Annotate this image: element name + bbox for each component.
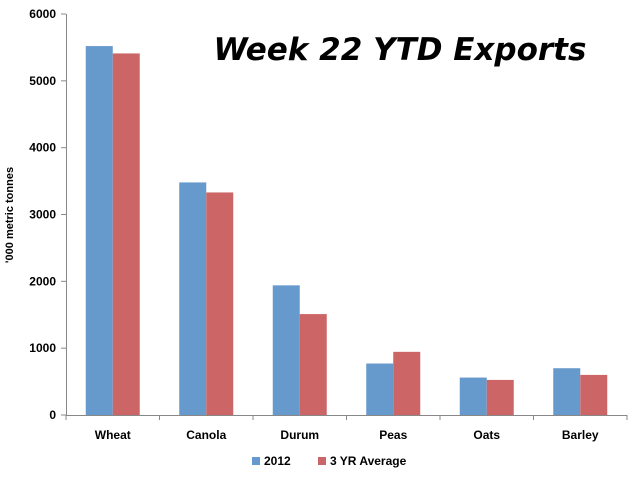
x-tick-label-canola: Canola bbox=[186, 428, 226, 442]
bar-durum-series-0 bbox=[272, 285, 300, 415]
y-tick-label: 1000 bbox=[29, 341, 56, 355]
legend-swatch-0 bbox=[252, 457, 260, 465]
bar-durum-series-1 bbox=[299, 314, 327, 415]
y-tick-label: 3000 bbox=[29, 208, 56, 222]
y-tick-label: 0 bbox=[49, 408, 56, 422]
bar-canola-series-0 bbox=[179, 182, 207, 415]
y-axis-title: '000 metric tonnes bbox=[4, 167, 16, 263]
x-ticks-group: Wheat Canola Durum Peas Oats Barley bbox=[65, 415, 628, 442]
y-ticks-group: 0 1000 2000 3000 4000 5000 6000 bbox=[29, 7, 66, 422]
bar-peas-series-1 bbox=[393, 351, 421, 415]
bar-oats-series-0 bbox=[459, 377, 487, 415]
bar-peas-series-0 bbox=[366, 363, 394, 415]
bar-wheat-series-1 bbox=[112, 53, 140, 415]
legend: 2012 3 YR Average bbox=[252, 454, 407, 468]
y-tick-label: 4000 bbox=[29, 141, 56, 155]
x-tick-label-barley: Barley bbox=[562, 428, 599, 442]
bars-group bbox=[85, 46, 608, 416]
x-tick-label-wheat: Wheat bbox=[95, 428, 131, 442]
chart-title: Week 22 YTD Exports bbox=[214, 32, 587, 68]
bar-oats-series-1 bbox=[486, 379, 514, 415]
bar-barley-series-1 bbox=[580, 374, 608, 415]
legend-label-0: 2012 bbox=[264, 454, 291, 468]
y-tick-label: 5000 bbox=[29, 74, 56, 88]
x-tick-label-durum: Durum bbox=[280, 428, 319, 442]
y-tick-label: 6000 bbox=[29, 7, 56, 21]
legend-label-1: 3 YR Average bbox=[330, 454, 407, 468]
bar-wheat-series-0 bbox=[85, 46, 113, 416]
legend-swatch-1 bbox=[318, 457, 326, 465]
x-tick-label-peas: Peas bbox=[379, 428, 407, 442]
bar-barley-series-0 bbox=[553, 368, 581, 415]
bar-canola-series-1 bbox=[206, 192, 234, 415]
y-tick-label: 2000 bbox=[29, 274, 56, 288]
x-tick-label-oats: Oats bbox=[473, 428, 500, 442]
